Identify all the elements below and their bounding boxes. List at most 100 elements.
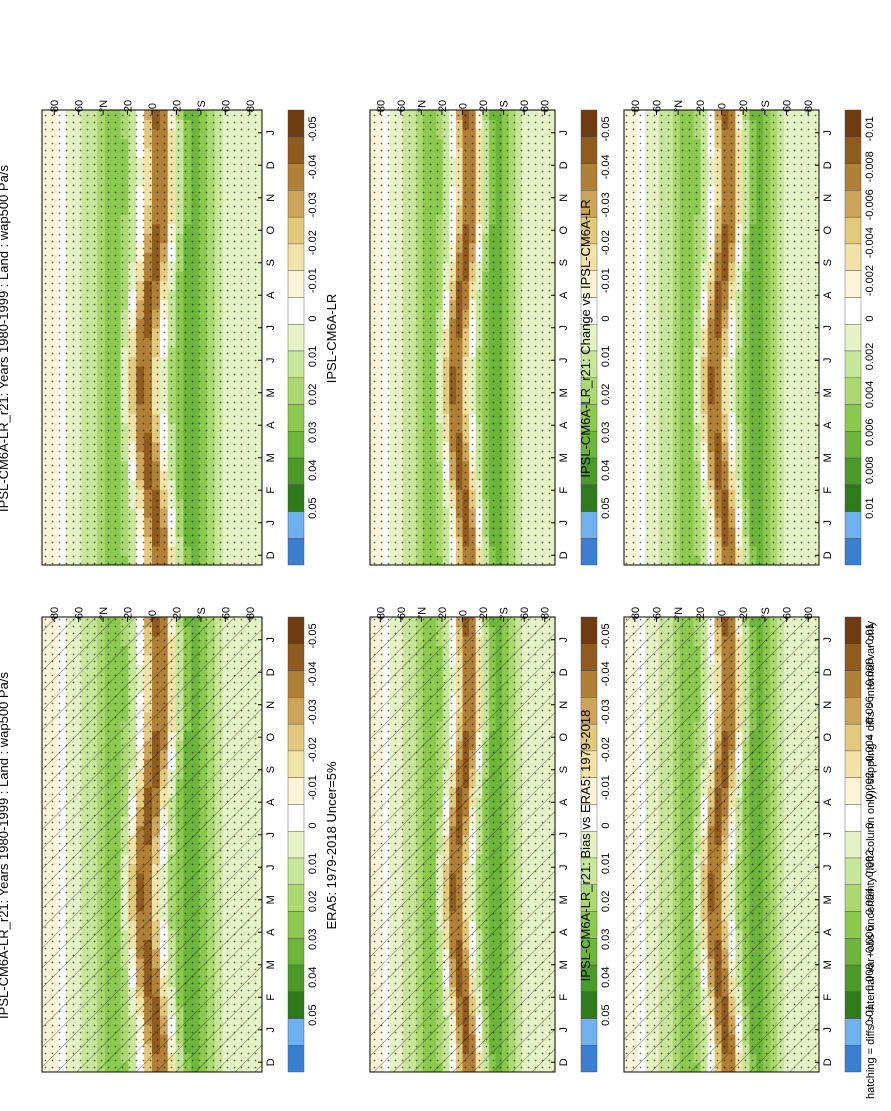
colorbar-swatch — [287, 216, 305, 245]
colorbar-swatch — [287, 350, 305, 378]
lat-tick-label: °S — [196, 100, 208, 112]
month-tick-label: N — [558, 701, 570, 709]
month-tick-label: A — [265, 928, 277, 936]
colorbar-label: -0.04 — [307, 661, 319, 686]
month-tick-label: J — [558, 1027, 570, 1033]
colorbar-swatch — [287, 964, 305, 992]
colorbar-swatch — [287, 884, 305, 912]
month-tick-label: A — [265, 798, 277, 806]
colorbar-swatch — [287, 697, 305, 725]
colorbar-label: 0.05 — [600, 1004, 612, 1025]
colorbar-swatch — [287, 431, 305, 459]
month-tick-label: M — [558, 895, 570, 904]
colorbar-swatch — [287, 457, 305, 485]
colorbar-label: 0 — [307, 822, 319, 828]
lat-tick-label: 20 — [123, 607, 135, 619]
stippling — [42, 110, 262, 565]
stippling — [42, 617, 262, 1072]
lat-tick-label: 80 — [49, 100, 61, 112]
colorbar-label: -0.05 — [307, 623, 319, 648]
lat-tick-label: °N — [416, 607, 428, 619]
month-tick-label: M — [265, 895, 277, 904]
colorbar-swatch — [287, 404, 305, 432]
month-tick-label: M — [558, 960, 570, 969]
month-tick-label: J — [558, 832, 570, 838]
month-tick-label: A — [265, 421, 277, 429]
colorbar-label: 0.01 — [600, 853, 612, 874]
colorbar-swatch — [287, 857, 305, 885]
month-tick-label: D — [558, 1058, 570, 1066]
month-tick-label: F — [265, 487, 277, 494]
month-tick-label: M — [265, 388, 277, 397]
colorbar-swatch — [287, 911, 305, 939]
colorbar-swatch — [580, 1018, 598, 1046]
month-tick-label: J — [265, 358, 277, 364]
colorbar-label: 0.04 — [307, 459, 319, 480]
lat-tick-label: 60 — [220, 607, 232, 619]
lat-tick-label: 80 — [245, 100, 257, 112]
lat-tick-label: 0 — [147, 103, 159, 109]
colorbar-swatch — [287, 270, 305, 298]
lat-tick-label: 60 — [74, 100, 86, 112]
month-tick-label: F — [558, 994, 570, 1001]
month-tick-label: D — [558, 668, 570, 676]
colorbar-swatch — [580, 991, 598, 1019]
colorbar-swatch — [287, 511, 305, 539]
month-tick-label: A — [265, 291, 277, 299]
month-tick-label: J — [265, 865, 277, 871]
colorbar-label: -0.04 — [600, 661, 612, 686]
lat-tick-label: 20 — [171, 607, 183, 619]
lat-tick-label: °S — [499, 607, 511, 619]
colorbar-swatch — [287, 938, 305, 966]
colorbar-label: 0.02 — [307, 384, 319, 405]
colorbar-swatch — [287, 538, 305, 566]
month-tick-label: D — [265, 551, 277, 559]
lat-tick-label: 20 — [437, 607, 449, 619]
month-tick-label: O — [558, 733, 570, 742]
month-tick-label: A — [558, 798, 570, 806]
colorbar-label: -0.02 — [307, 737, 319, 762]
lat-tick-label: 0 — [458, 610, 470, 616]
colorbar-swatch — [287, 190, 305, 218]
colorbar-swatch — [287, 323, 305, 352]
month-tick-label: A — [558, 928, 570, 936]
panel-title: IPSL-CM6A-LR_r21: Years 1980-1999 : Land… — [0, 165, 11, 512]
panel-0: IPSL-CM6A-LR_r21: Years 1980-1999 : Land… — [0, 607, 319, 1073]
colorbar-swatch — [287, 750, 305, 778]
colorbar-swatch — [580, 616, 598, 644]
lat-tick-label: 80 — [49, 607, 61, 619]
lat-tick-label: 80 — [540, 607, 552, 619]
month-tick-label: N — [265, 194, 277, 202]
colorbar-label: 0.03 — [307, 422, 319, 443]
month-tick-label: J — [558, 865, 570, 871]
colorbar-label: 0.01 — [307, 346, 319, 367]
colorbar-swatch — [287, 243, 305, 271]
colorbar-swatch — [287, 484, 305, 512]
month-tick-label: O — [265, 733, 277, 742]
month-tick-label: M — [265, 453, 277, 462]
colorbar-swatch — [287, 163, 305, 191]
month-tick-label: F — [265, 994, 277, 1001]
colorbar-swatch — [287, 804, 305, 832]
colorbar-label: -0.05 — [307, 116, 319, 141]
colorbar-swatch — [580, 643, 598, 671]
colorbar-label: 0.02 — [307, 891, 319, 912]
panel-1: IPSL-CM6A-LR_r21: Years 1980-1999 : Land… — [0, 100, 319, 566]
month-tick-label: D — [265, 668, 277, 676]
month-tick-label: D — [265, 161, 277, 169]
colorbar-label: -0.03 — [600, 699, 612, 724]
colorbar-swatch — [287, 136, 305, 164]
month-tick-label: S — [558, 766, 570, 773]
colorbar-swatch — [287, 109, 305, 137]
lat-tick-label: 20 — [123, 100, 135, 112]
colorbar-swatch — [580, 1044, 598, 1073]
month-tick-label: D — [265, 1058, 277, 1066]
colorbar-label: -0.01 — [307, 775, 319, 800]
lat-tick-label: 60 — [220, 100, 232, 112]
lat-tick-label: 60 — [74, 607, 86, 619]
month-tick-label: J — [265, 130, 277, 136]
colorbar-swatch — [287, 643, 305, 671]
panel-title: ERA5: 1979-2018 Uncer=5% — [324, 761, 339, 929]
month-tick-label: J — [265, 832, 277, 838]
